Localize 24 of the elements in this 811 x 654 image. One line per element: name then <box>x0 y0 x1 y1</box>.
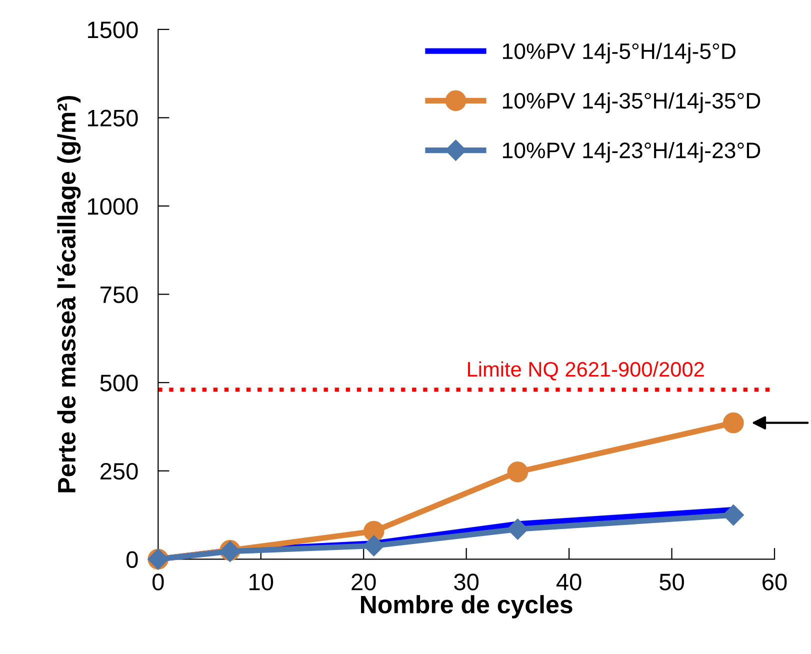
legend-label: 10%PV 14j-5°H/14j-5°D <box>502 42 736 64</box>
legend-label: 10%PV 14j-23°H/14j-23°D <box>502 142 760 163</box>
point <box>722 504 744 526</box>
x-tick-label: 60 <box>762 574 787 590</box>
point <box>722 412 744 434</box>
y-tick-label: 250 <box>100 462 138 480</box>
y-tick-label: 0 <box>126 551 138 568</box>
x-tick-label: 30 <box>454 574 479 590</box>
y-tick-label: 750 <box>100 286 138 304</box>
x-tick-label: 40 <box>556 574 582 590</box>
y-axis-title: Perte de masseà l'écaillage (g/m²) <box>56 96 81 492</box>
x-axis-title: Nombre de cycles <box>361 595 572 618</box>
y-tick-label: 500 <box>100 374 138 392</box>
y-tick-label: 1500 <box>88 22 138 38</box>
ref-line-label: Limite NQ 2621-900/2002 <box>468 361 704 380</box>
x-tick-label: 0 <box>152 574 164 590</box>
x-tick-label: 50 <box>660 574 684 590</box>
y-tick-label: 1250 <box>88 110 138 127</box>
point <box>507 518 528 540</box>
y-tick-label: 1000 <box>88 198 138 215</box>
x-tick-label: 10 <box>250 574 274 590</box>
point <box>507 462 528 482</box>
legend-label: 10%PV 14j-35°H/14j-35°D <box>502 92 760 114</box>
x-tick-label: 20 <box>352 574 376 590</box>
